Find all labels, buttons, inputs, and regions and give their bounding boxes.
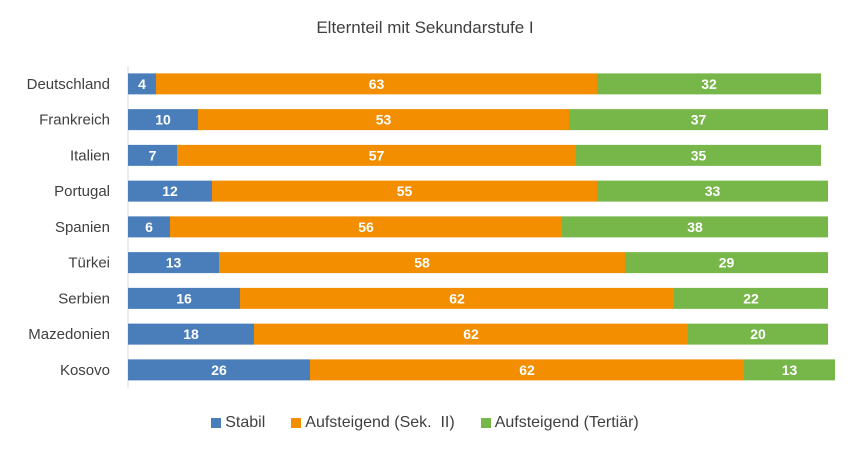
bar-segment xyxy=(597,73,821,95)
data-label: 13 xyxy=(782,362,798,378)
legend-item: Stabil xyxy=(211,414,265,432)
legend-label: Aufsteigend (Tertiär) xyxy=(494,414,639,431)
legend-swatch xyxy=(291,418,302,428)
bar-segment xyxy=(569,109,828,131)
chart-title: Elternteil mit Sekundarstufe I xyxy=(316,18,534,37)
legend-item: Aufsteigend (Tertiär) xyxy=(480,414,639,432)
bar-segment xyxy=(240,287,674,309)
bar-segment xyxy=(254,323,688,345)
bar-segment xyxy=(198,109,569,131)
data-label: 56 xyxy=(358,219,374,235)
data-label: 18 xyxy=(183,326,199,342)
data-label: 22 xyxy=(743,290,759,306)
data-label: 37 xyxy=(691,112,707,128)
bar-segment xyxy=(688,323,828,345)
legend-swatch xyxy=(211,418,222,428)
bar-segment xyxy=(597,180,828,202)
bar-segment xyxy=(219,252,625,274)
bar-segment xyxy=(128,180,212,202)
data-label: 13 xyxy=(166,255,182,271)
data-label: 16 xyxy=(176,290,192,306)
bar-segment xyxy=(212,180,597,202)
data-label: 26 xyxy=(211,362,227,378)
data-label: 57 xyxy=(369,147,385,163)
category-label: Kosovo xyxy=(60,362,110,379)
category-label: Italien xyxy=(70,147,110,164)
data-label: 32 xyxy=(701,76,717,92)
category-label: Türkei xyxy=(68,255,110,272)
data-label: 33 xyxy=(705,183,721,199)
bar-segment xyxy=(128,323,254,345)
bar-segment xyxy=(310,359,744,381)
data-label: 55 xyxy=(397,183,413,199)
bar-segment xyxy=(128,216,170,238)
bar-segment xyxy=(170,216,562,238)
bar-segment xyxy=(674,287,828,309)
bar-segment xyxy=(625,252,828,274)
bar-segment xyxy=(128,359,310,381)
bar-segment xyxy=(177,144,576,166)
data-label: 38 xyxy=(687,219,703,235)
bar-segment xyxy=(128,73,156,95)
data-label: 12 xyxy=(162,183,178,199)
bar-segment xyxy=(128,252,219,274)
bar-segment xyxy=(562,216,828,238)
category-label: Mazedonien xyxy=(28,326,110,343)
category-label: Frankreich xyxy=(39,112,110,129)
category-label: Portugal xyxy=(54,183,110,200)
data-label: 63 xyxy=(369,76,385,92)
data-label: 7 xyxy=(149,147,157,163)
bar-segment xyxy=(128,144,177,166)
legend-item: Aufsteigend (Sek. II) xyxy=(291,414,455,432)
data-label: 35 xyxy=(691,147,707,163)
legend-label: Stabil xyxy=(225,414,266,431)
bar-segment xyxy=(156,73,597,95)
category-label: Deutschland xyxy=(27,76,110,93)
legend-label: Aufsteigend (Sek. II) xyxy=(305,414,455,431)
data-label: 62 xyxy=(519,362,535,378)
category-label: Spanien xyxy=(55,219,110,236)
category-label: Serbien xyxy=(58,290,110,307)
data-label: 6 xyxy=(145,219,153,235)
data-label: 4 xyxy=(138,76,146,92)
data-label: 58 xyxy=(414,255,430,271)
data-label: 53 xyxy=(376,112,392,128)
data-label: 20 xyxy=(750,326,766,342)
bar-segment xyxy=(744,359,835,381)
data-label: 10 xyxy=(155,112,171,128)
bar-segment xyxy=(576,144,821,166)
data-label: 29 xyxy=(719,255,735,271)
data-label: 62 xyxy=(463,326,479,342)
bar-segment xyxy=(128,287,240,309)
legend: Stabil Aufsteigend (Sek. II) Aufsteigend (… xyxy=(0,414,850,432)
bar-segment xyxy=(128,109,198,131)
legend-swatch xyxy=(480,418,491,428)
data-label: 62 xyxy=(449,290,465,306)
